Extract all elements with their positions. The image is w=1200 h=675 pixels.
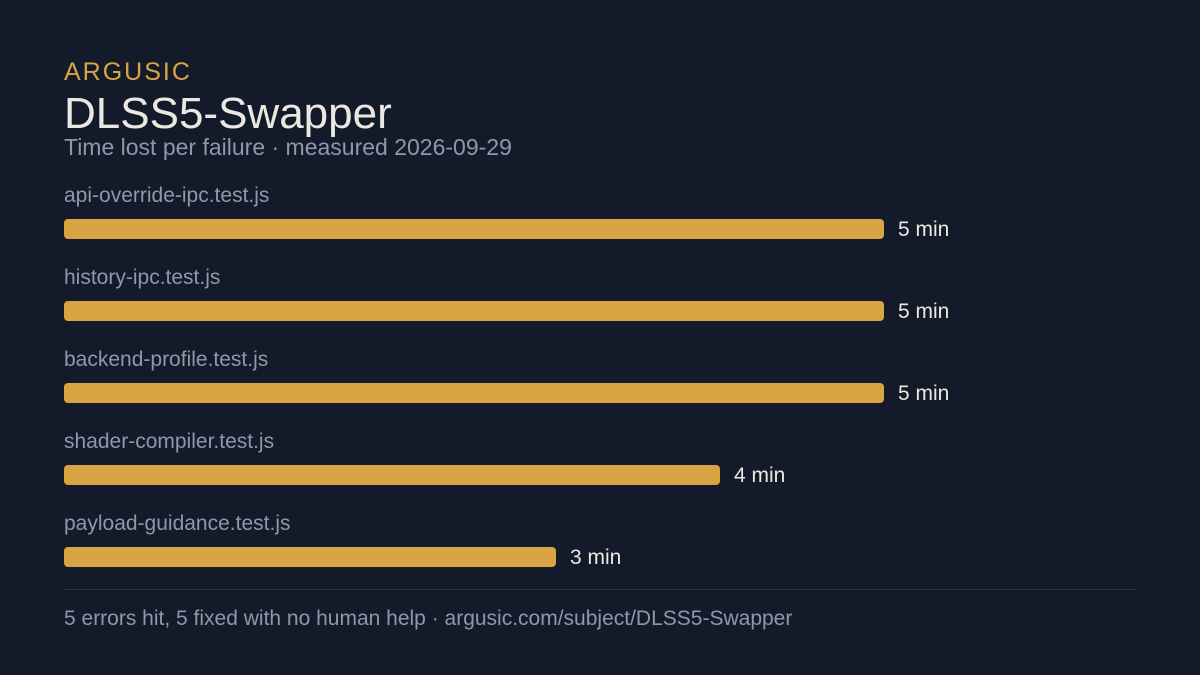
footer-text: 5 errors hit, 5 fixed with no human help…	[64, 607, 793, 630]
bar	[64, 547, 556, 567]
chart-subtitle: Time lost per failure · measured 2026-09…	[64, 134, 512, 160]
value-label: 4 min	[734, 464, 785, 487]
footer-divider	[64, 589, 1136, 590]
category-label: api-override-ipc.test.js	[64, 184, 269, 207]
category-label: shader-compiler.test.js	[64, 430, 274, 453]
value-label: 5 min	[898, 300, 949, 323]
bar	[64, 383, 884, 403]
category-label: payload-guidance.test.js	[64, 512, 290, 535]
value-label: 3 min	[570, 546, 621, 569]
bar	[64, 465, 720, 485]
category-label: history-ipc.test.js	[64, 266, 220, 289]
bar	[64, 301, 884, 321]
brand-label: ARGUSIC	[64, 58, 192, 86]
value-label: 5 min	[898, 218, 949, 241]
chart-title: DLSS5-Swapper	[64, 89, 392, 138]
category-label: backend-profile.test.js	[64, 348, 268, 371]
value-label: 5 min	[898, 382, 949, 405]
bar	[64, 219, 884, 239]
